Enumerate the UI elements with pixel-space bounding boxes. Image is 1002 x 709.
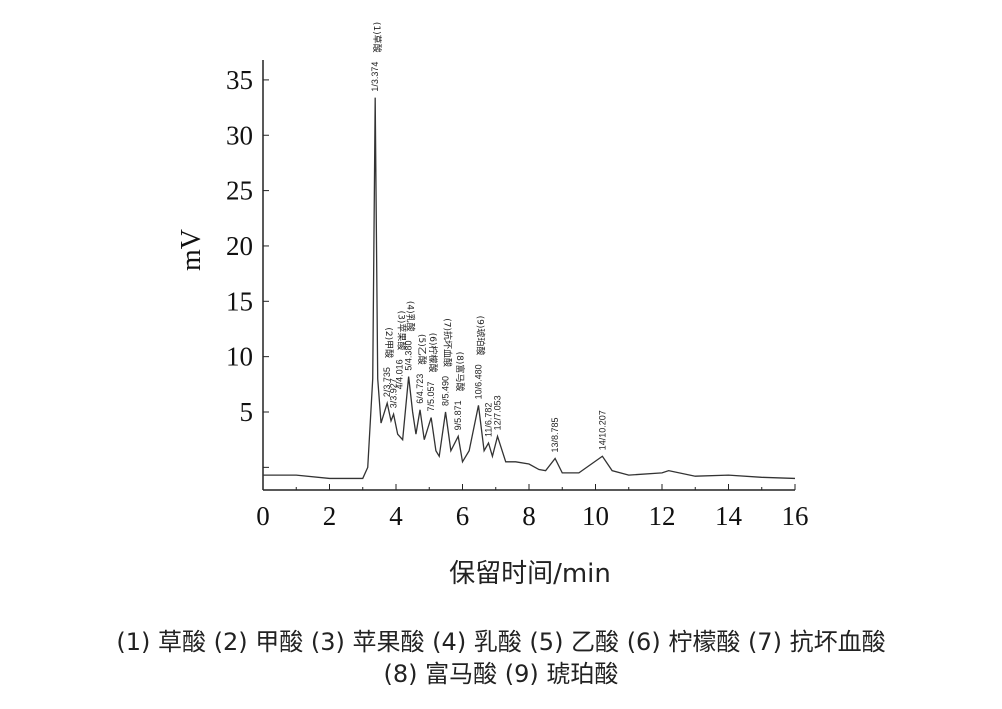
peak-name: (7)抗坏血酸 — [442, 318, 454, 367]
x-axis-label: 保留时间/min — [449, 559, 611, 589]
y-tick-label: 30 — [226, 120, 253, 150]
series-line — [263, 97, 796, 480]
peak-label: 6/4.723 — [415, 374, 425, 404]
peak-label: 10/6.480 — [473, 364, 483, 399]
x-tick-label: 10 — [582, 501, 609, 531]
peak-label: 2/3.735 — [382, 367, 392, 397]
peak-label: 8/5.490 — [441, 376, 451, 406]
x-tick-label: 0 — [256, 501, 270, 531]
peak-label: 14/10.207 — [597, 410, 607, 450]
x-tick-label: 2 — [323, 501, 337, 531]
peak-label: 9/5.871 — [453, 400, 463, 430]
y-tick-label: 25 — [226, 176, 253, 206]
x-tick-label: 12 — [649, 501, 676, 531]
y-tick-label: 20 — [226, 231, 253, 261]
x-tick-label: 4 — [389, 501, 403, 531]
peak-label: 4/4.016 — [394, 359, 404, 389]
x-tick-label: 16 — [782, 501, 809, 531]
peak-name: (8)富马酸 — [454, 352, 466, 392]
y-tick-label: 15 — [226, 286, 253, 316]
chromatogram-chart: 0 2 4 6 8 10 12 14 16 5 10 15 20 25 30 35 1/3.374 (1)草酸 2… — [176, 22, 809, 589]
axes: 0 2 4 6 8 10 12 14 16 5 10 15 20 25 30 35 — [226, 60, 809, 531]
x-tick-label: 6 — [456, 501, 470, 531]
peak-label: 13/8.785 — [550, 417, 560, 452]
peak-label: 7/5.057 — [426, 382, 436, 412]
x-tick-label: 14 — [715, 501, 743, 531]
y-tick-label: 10 — [226, 342, 253, 372]
y-tick-label: 5 — [240, 397, 254, 427]
peak-name: (9)琥珀酸 — [474, 316, 486, 356]
peak-name: (6)柠檬酸 — [427, 333, 439, 373]
y-tick-label: 35 — [226, 65, 253, 95]
y-axis-label: mV — [176, 229, 207, 271]
caption-line-1: (1) 草酸 (2) 甲酸 (3) 苹果酸 (4) 乳酸 (5) 乙酸 (6) … — [116, 628, 886, 656]
peak-label: 1/3.374 — [370, 62, 380, 92]
peak-label: 12/7.053 — [493, 395, 503, 430]
peak-label: 11/6.782 — [484, 403, 494, 437]
x-tick-label: 8 — [522, 501, 536, 531]
peak-label: 5/4.380 — [404, 341, 414, 371]
peak-name: (2)甲酸 — [383, 327, 394, 358]
peak-name: (4)乳酸 — [405, 301, 417, 332]
peak-name: (5)乙酸 — [416, 334, 427, 365]
peak-name: (3)苹果酸 — [395, 311, 407, 351]
peak-label: 3/3.927 — [389, 378, 399, 408]
peak-name: (1)草酸 — [371, 22, 383, 53]
caption-line-2: (8) 富马酸 (9) 琥珀酸 — [383, 660, 619, 688]
